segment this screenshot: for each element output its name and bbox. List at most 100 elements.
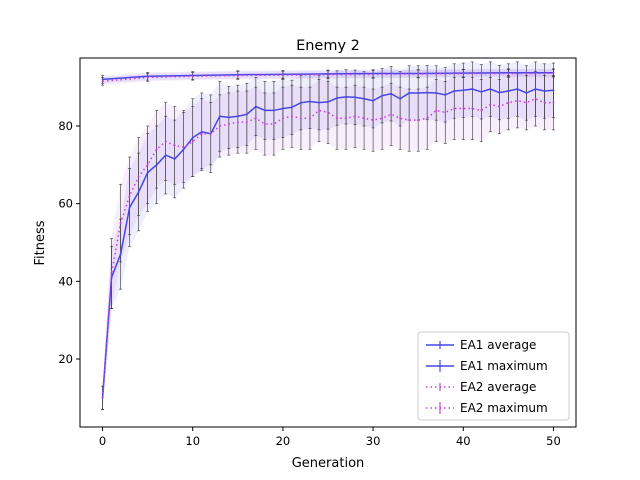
- data-point: [309, 100, 311, 103]
- data-point: [327, 100, 329, 103]
- legend-entry: EA2 maximum: [426, 401, 548, 415]
- data-point: [101, 78, 104, 81]
- data-point: [173, 158, 176, 160]
- legend-entry: EA2 average: [426, 380, 536, 394]
- data-point: [534, 88, 537, 90]
- data-point: [417, 119, 420, 122]
- data-point: [399, 117, 402, 120]
- error-band-2: [102, 71, 554, 410]
- data-point: [381, 94, 384, 97]
- data-point: [173, 144, 176, 147]
- data-point: [263, 109, 266, 112]
- data-point: [254, 117, 257, 120]
- data-point: [200, 130, 203, 133]
- data-point: [435, 109, 438, 112]
- error-band-0: [102, 61, 554, 410]
- data-point: [227, 123, 230, 125]
- x-tick-label: 20: [276, 434, 291, 448]
- data-point: [182, 146, 185, 149]
- data-point: [272, 123, 275, 125]
- data-point: [254, 105, 257, 108]
- legend-label: EA1 maximum: [460, 359, 548, 373]
- data-point: [282, 117, 284, 120]
- data-point: [489, 103, 492, 106]
- data-point: [408, 92, 411, 94]
- data-point: [489, 88, 492, 90]
- data-point: [282, 107, 284, 110]
- data-point: [110, 272, 113, 275]
- x-tick-label: 30: [366, 434, 381, 448]
- data-point: [200, 132, 203, 135]
- data-point: [363, 97, 365, 100]
- data-point: [354, 96, 356, 99]
- data-point: [543, 101, 546, 104]
- plot-frame: [79, 57, 577, 428]
- data-point: [516, 88, 519, 90]
- data-point: [543, 90, 546, 92]
- data-point: [209, 132, 212, 135]
- data-point: [128, 194, 131, 197]
- data-point: [191, 140, 194, 143]
- data-point: [453, 90, 456, 92]
- data-point: [498, 105, 501, 108]
- data-point: [444, 94, 447, 96]
- data-point: [191, 75, 194, 78]
- data-point: [300, 101, 302, 104]
- data-point: [146, 76, 149, 79]
- data-point: [480, 90, 483, 93]
- data-point: [354, 115, 356, 118]
- data-point: [534, 97, 537, 100]
- data-point: [336, 117, 338, 120]
- data-point: [507, 101, 510, 104]
- data-point: [390, 92, 393, 95]
- data-point: [525, 101, 528, 104]
- data-point: [119, 253, 122, 256]
- data-point: [552, 72, 555, 75]
- data-point: [101, 80, 104, 83]
- data-point: [191, 136, 194, 139]
- y-tick-label: 80: [58, 119, 73, 133]
- data-point: [471, 107, 474, 110]
- data-point: [408, 119, 411, 122]
- data-point: [552, 101, 555, 104]
- x-tick-label: 10: [185, 434, 200, 448]
- data-point: [101, 396, 104, 399]
- data-point: [444, 111, 447, 114]
- data-point: [236, 121, 239, 123]
- x-tick-label: 0: [99, 434, 106, 448]
- y-axis-label: Fitness: [33, 220, 48, 265]
- data-point: [381, 117, 384, 120]
- data-point: [245, 113, 248, 116]
- data-point: [426, 117, 429, 120]
- x-tick-label: 50: [546, 434, 561, 448]
- data-point: [291, 106, 293, 109]
- legend-entry: EA1 maximum: [426, 359, 548, 373]
- data-point: [164, 140, 167, 143]
- legend: EA1 average EA1 maximum EA2 average EA2 max…: [417, 331, 570, 421]
- data-point: [146, 171, 149, 174]
- data-point: [218, 115, 221, 118]
- data-point: [263, 123, 266, 125]
- legend-label: EA2 average: [460, 380, 536, 394]
- data-point: [227, 116, 230, 119]
- data-point: [426, 91, 429, 94]
- axes: 0 10 20 30 40 50 20 40 60 80: [58, 119, 560, 448]
- data-point: [417, 73, 420, 75]
- data-point: [236, 74, 239, 77]
- data-point: [372, 73, 374, 76]
- data-point: [471, 88, 474, 90]
- data-point: [372, 99, 374, 102]
- data-point: [282, 74, 284, 76]
- data-point: [155, 148, 158, 151]
- data-point: [552, 89, 555, 92]
- data-point: [417, 92, 420, 94]
- data-point: [300, 117, 302, 120]
- y-tick-label: 60: [58, 197, 73, 211]
- series-line-3: [101, 97, 554, 398]
- data-point: [462, 89, 465, 92]
- data-point: [498, 91, 501, 94]
- data-point: [462, 107, 465, 110]
- data-point: [390, 113, 393, 116]
- data-point: [453, 107, 456, 110]
